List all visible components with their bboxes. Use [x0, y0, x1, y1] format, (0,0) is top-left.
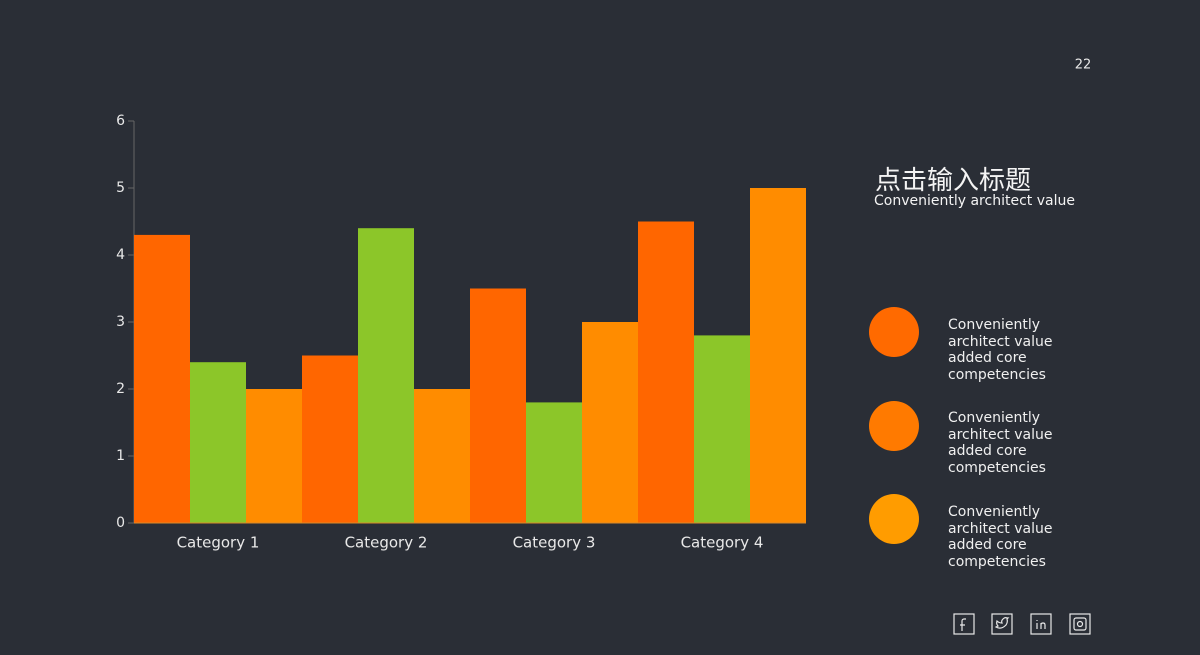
x-tick-label: Category 1	[177, 534, 260, 552]
bar	[190, 362, 246, 523]
social-icons	[953, 613, 1091, 635]
y-tick-label: 1	[116, 448, 125, 464]
bar	[526, 402, 582, 523]
x-tick-label: Category 2	[345, 534, 428, 552]
side-title: 点击输入标题	[875, 166, 1032, 196]
y-tick-label: 2	[116, 381, 125, 397]
page-number: 22	[1075, 58, 1092, 73]
bar	[638, 221, 694, 523]
bar	[358, 228, 414, 523]
legend-text: Conveniently architect value added core …	[948, 317, 1053, 383]
bar	[694, 335, 750, 523]
legend-dot	[869, 494, 919, 544]
bar	[134, 234, 190, 523]
legend-dot	[869, 307, 919, 357]
x-tick-label: Category 4	[681, 534, 764, 552]
legend-dot	[869, 401, 919, 451]
bar	[414, 389, 470, 523]
y-tick-label: 6	[116, 113, 125, 129]
bar	[470, 288, 526, 523]
bar	[750, 188, 806, 523]
bar	[582, 322, 638, 523]
x-tick-label: Category 3	[513, 534, 596, 552]
bar	[246, 389, 302, 523]
y-tick-label: 0	[116, 515, 125, 531]
side-subtitle: Conveniently architect value	[874, 193, 1075, 209]
y-tick-label: 4	[116, 247, 125, 263]
y-tick-label: 3	[116, 314, 125, 330]
y-tick-label: 5	[116, 180, 125, 196]
legend-text: Conveniently architect value added core …	[948, 410, 1053, 476]
legend-text: Conveniently architect value added core …	[948, 504, 1053, 570]
bar	[302, 355, 358, 523]
